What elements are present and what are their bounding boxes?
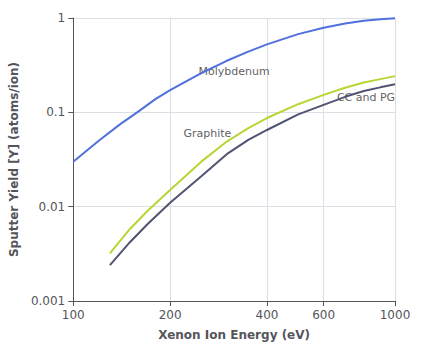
svg-text:1: 1 xyxy=(58,11,66,25)
svg-text:Sputter Yield [Y] (atoms/ion): Sputter Yield [Y] (atoms/ion) xyxy=(7,62,21,257)
svg-text:600: 600 xyxy=(312,308,335,322)
svg-text:200: 200 xyxy=(159,308,182,322)
svg-text:1000: 1000 xyxy=(380,308,411,322)
svg-text:0.01: 0.01 xyxy=(39,200,66,214)
svg-text:Graphite: Graphite xyxy=(183,127,231,140)
svg-text:Molybdenum: Molybdenum xyxy=(198,65,269,78)
svg-text:CC and PG: CC and PG xyxy=(337,91,395,104)
svg-text:0.1: 0.1 xyxy=(46,105,65,119)
svg-text:Xenon Ion Energy (eV): Xenon Ion Energy (eV) xyxy=(158,328,310,342)
svg-text:400: 400 xyxy=(256,308,279,322)
svg-text:0.001: 0.001 xyxy=(31,294,65,308)
svg-text:100: 100 xyxy=(62,308,85,322)
